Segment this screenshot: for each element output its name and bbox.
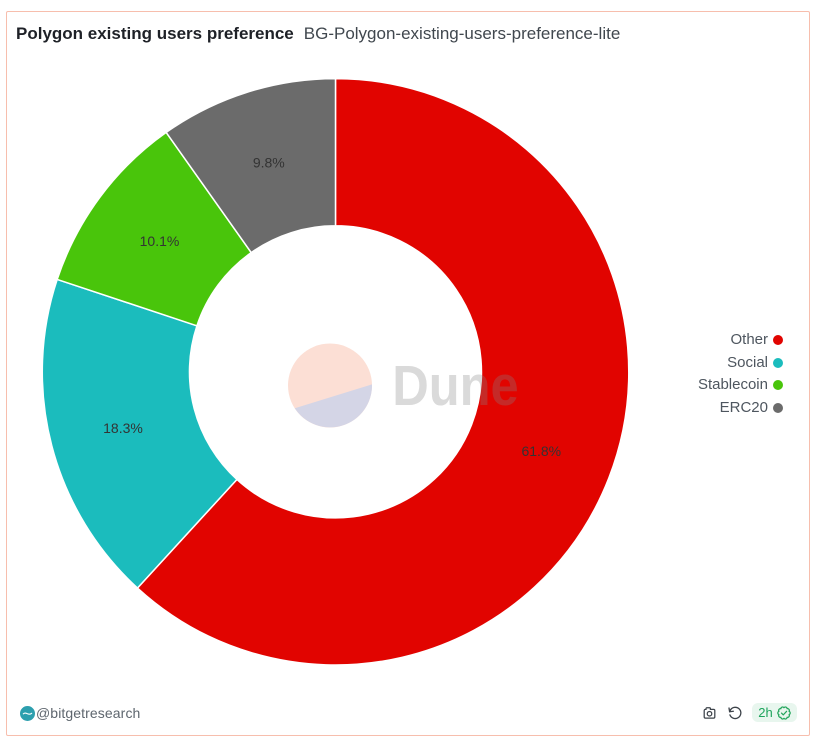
svg-text:9.8%: 9.8%: [253, 155, 285, 171]
svg-text:61.8%: 61.8%: [521, 443, 561, 459]
svg-text:10.1%: 10.1%: [140, 233, 180, 249]
svg-text:18.3%: 18.3%: [103, 420, 143, 436]
svg-text:Dune: Dune: [392, 354, 519, 418]
